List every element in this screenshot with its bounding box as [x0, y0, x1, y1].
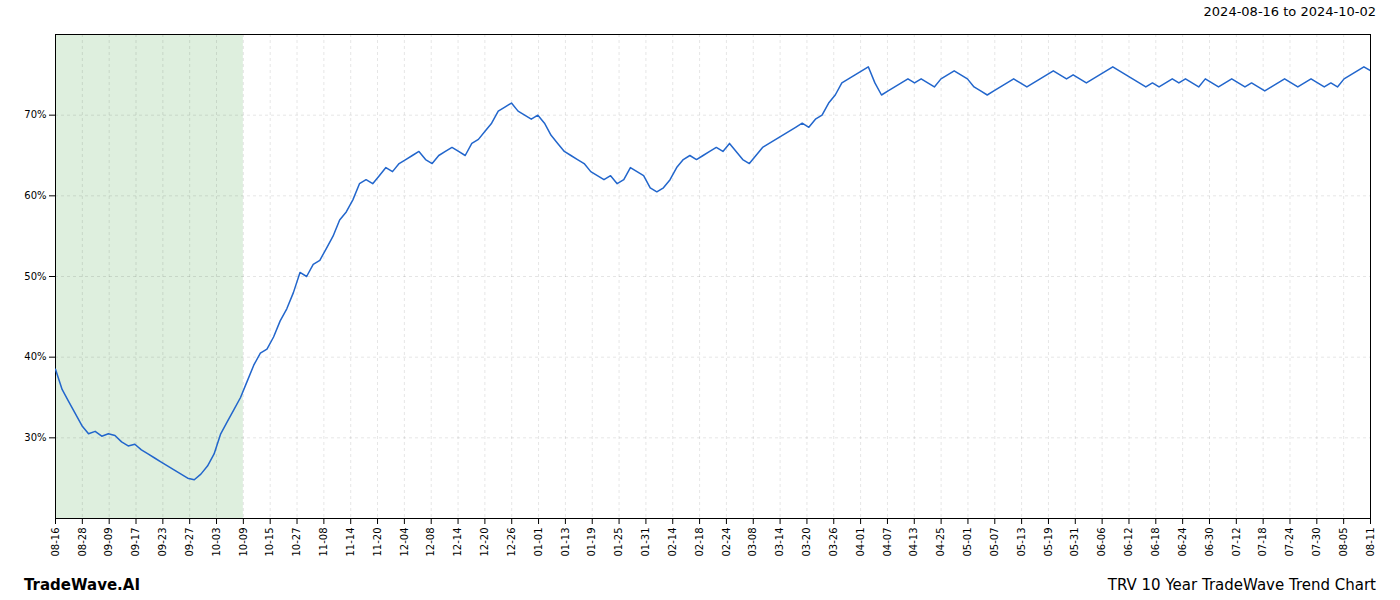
- svg-text:12-26: 12-26: [506, 528, 517, 557]
- svg-text:08-28: 08-28: [77, 528, 88, 557]
- svg-text:09-23: 09-23: [157, 528, 168, 557]
- svg-text:03-26: 03-26: [828, 528, 839, 557]
- svg-text:30%: 30%: [24, 432, 46, 443]
- svg-text:10-09: 10-09: [238, 528, 249, 557]
- svg-text:01-13: 01-13: [560, 528, 571, 557]
- svg-text:06-30: 06-30: [1204, 528, 1215, 557]
- svg-text:06-06: 06-06: [1096, 528, 1107, 557]
- svg-text:11-08: 11-08: [318, 528, 329, 557]
- svg-text:12-08: 12-08: [425, 528, 436, 557]
- svg-text:11-20: 11-20: [372, 528, 383, 557]
- svg-text:60%: 60%: [24, 190, 46, 201]
- svg-text:40%: 40%: [24, 351, 46, 362]
- svg-text:10-15: 10-15: [264, 528, 275, 557]
- svg-text:03-08: 03-08: [747, 528, 758, 557]
- svg-text:12-20: 12-20: [479, 528, 490, 557]
- svg-text:10-03: 10-03: [211, 528, 222, 557]
- svg-text:05-19: 05-19: [1043, 528, 1054, 557]
- svg-text:02-18: 02-18: [694, 528, 705, 557]
- svg-text:11-14: 11-14: [345, 528, 356, 557]
- svg-text:04-07: 04-07: [882, 528, 893, 557]
- svg-text:08-16: 08-16: [50, 528, 61, 557]
- svg-text:01-19: 01-19: [586, 528, 597, 557]
- svg-text:10-27: 10-27: [291, 528, 302, 557]
- html-text:TradeWave.AI: TradeWave.AI: [24, 576, 140, 594]
- svg-text:05-13: 05-13: [1016, 528, 1027, 557]
- svg-text:03-20: 03-20: [801, 528, 812, 557]
- svg-text:04-25: 04-25: [935, 528, 946, 557]
- svg-text:06-18: 06-18: [1150, 528, 1161, 557]
- svg-text:09-09: 09-09: [103, 528, 114, 557]
- svg-text:08-11: 08-11: [1365, 528, 1376, 557]
- svg-text:50%: 50%: [24, 271, 46, 282]
- svg-text:04-01: 04-01: [855, 528, 866, 557]
- svg-text:09-27: 09-27: [184, 528, 195, 557]
- svg-text:03-14: 03-14: [774, 528, 785, 557]
- svg-text:02-14: 02-14: [667, 528, 678, 557]
- svg-text:04-13: 04-13: [908, 528, 919, 557]
- svg-text:70%: 70%: [24, 109, 46, 120]
- svg-text:05-07: 05-07: [989, 528, 1000, 557]
- html-text:TRV 10 Year TradeWave Trend Ch: TRV 10 Year TradeWave Trend Chart: [1107, 576, 1376, 594]
- svg-text:06-12: 06-12: [1123, 528, 1134, 557]
- svg-text:09-17: 09-17: [130, 528, 141, 557]
- svg-text:01-25: 01-25: [613, 528, 624, 557]
- svg-text:07-24: 07-24: [1284, 528, 1295, 557]
- html-text:2024-08-16 to 2024-10-02: 2024-08-16 to 2024-10-02: [1203, 3, 1376, 19]
- svg-text:07-12: 07-12: [1231, 528, 1242, 557]
- svg-text:05-31: 05-31: [1069, 528, 1080, 557]
- svg-text:05-01: 05-01: [962, 528, 973, 557]
- svg-text:02-24: 02-24: [721, 528, 732, 557]
- svg-text:07-30: 07-30: [1311, 528, 1322, 557]
- svg-text:01-01: 01-01: [533, 528, 544, 557]
- svg-text:07-18: 07-18: [1257, 528, 1268, 557]
- svg-text:06-24: 06-24: [1177, 528, 1188, 557]
- svg-text:01-31: 01-31: [640, 528, 651, 557]
- svg-text:08-05: 08-05: [1338, 528, 1349, 557]
- svg-text:12-04: 12-04: [399, 528, 410, 557]
- svg-text:12-14: 12-14: [452, 528, 463, 557]
